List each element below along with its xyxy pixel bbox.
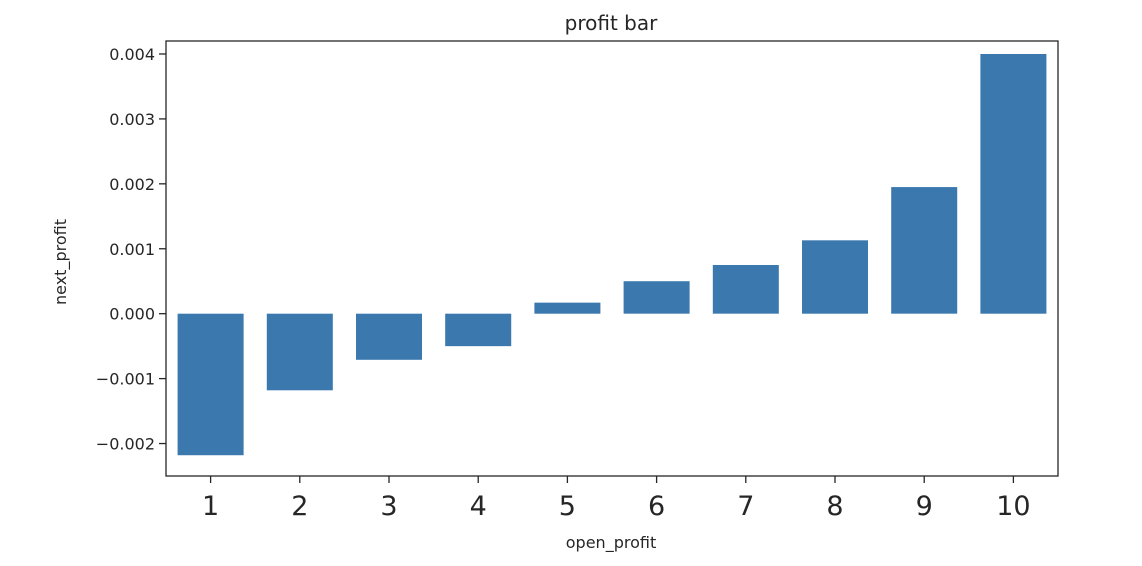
x-tick-label: 4: [470, 491, 487, 522]
y-tick-label: 0.004: [109, 45, 155, 64]
x-tick-label: 9: [916, 491, 933, 522]
bar-9: [891, 187, 958, 314]
y-axis-label: next_profit: [51, 219, 71, 305]
x-tick-label: 8: [826, 491, 843, 522]
bar-3: [356, 313, 423, 360]
y-tick-label: 0.003: [109, 110, 155, 129]
bar-8: [802, 240, 869, 314]
x-tick-label: 10: [996, 491, 1030, 522]
bar-4: [445, 313, 512, 347]
y-tick-label: 0.002: [109, 175, 155, 194]
bar-5: [534, 302, 601, 314]
x-tick-label: 2: [291, 491, 308, 522]
plot-frame: [165, 40, 1059, 477]
bar-1: [177, 313, 244, 456]
bar-6: [623, 281, 690, 314]
y-tick-label: 0.000: [109, 305, 155, 324]
x-tick-label: 7: [737, 491, 754, 522]
x-tick-label: 5: [559, 491, 576, 522]
plot-area: −0.002 −0.001 0.000 0.001 0.002 0.003 0.004 1 2 3…: [96, 40, 1059, 522]
y-tick-label: −0.001: [96, 370, 155, 389]
x-tick-label: 6: [648, 491, 665, 522]
bar-2: [266, 313, 333, 391]
y-tick-label: 0.001: [109, 240, 155, 259]
bar-7: [712, 264, 779, 314]
chart-title: profit bar: [565, 11, 658, 35]
x-tick-label: 3: [380, 491, 397, 522]
x-axis-label: open_profit: [566, 533, 656, 553]
y-tick-label: −0.002: [96, 435, 155, 454]
x-tick-label: 1: [202, 491, 219, 522]
bar-10: [980, 53, 1047, 314]
